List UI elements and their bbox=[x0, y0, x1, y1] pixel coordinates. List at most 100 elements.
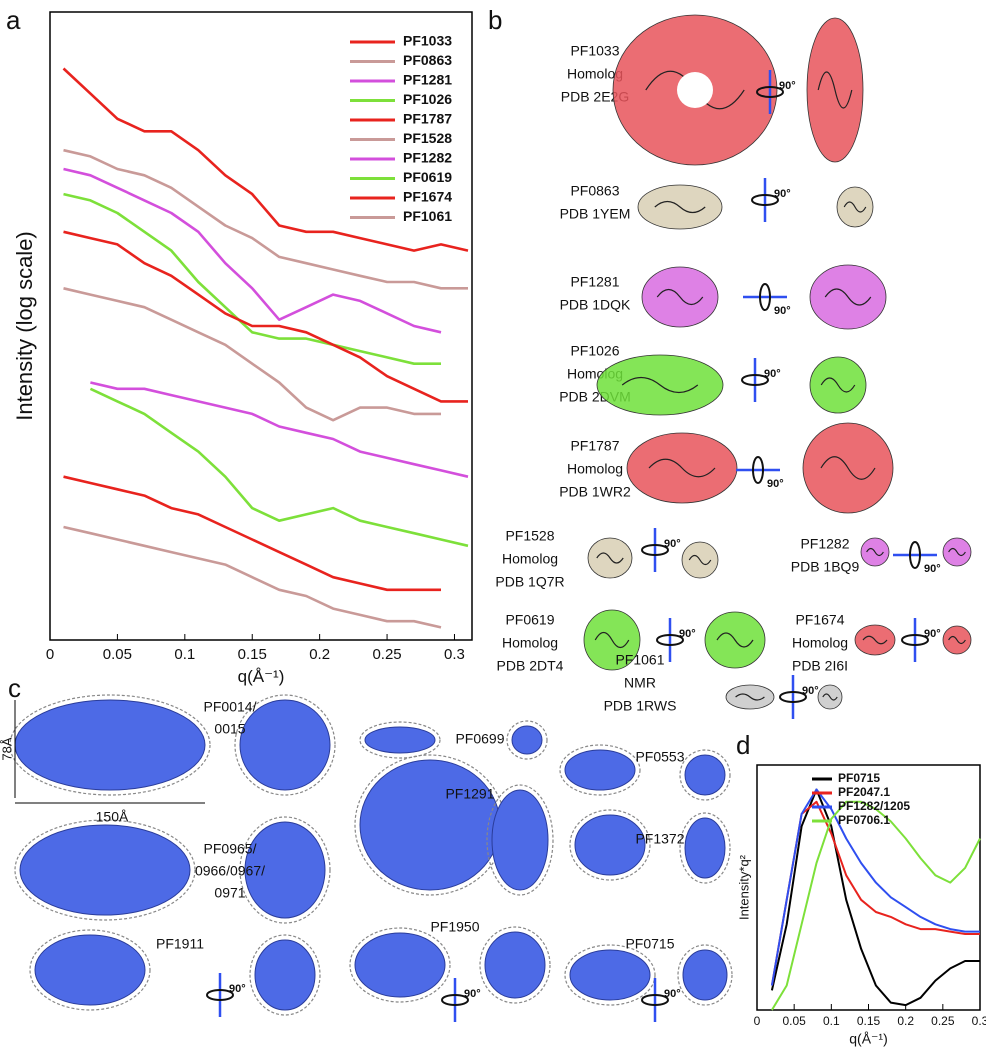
structure-ribbon bbox=[817, 71, 853, 109]
x-tick-label: 0.25 bbox=[372, 646, 401, 663]
structure-label: PDB 1RWS bbox=[604, 698, 677, 714]
structure-label: PDB 2DT4 bbox=[497, 658, 564, 674]
data-line bbox=[63, 475, 441, 592]
rotation-arrow bbox=[756, 86, 784, 98]
structure-ribbon bbox=[824, 288, 872, 306]
structure-label: Homolog bbox=[792, 635, 848, 651]
envelope-label: PF0699 bbox=[455, 731, 504, 747]
envelope-surface bbox=[359, 759, 501, 891]
envelope-mesh bbox=[506, 720, 548, 760]
data-line bbox=[771, 800, 981, 1011]
rotation-label: 90° bbox=[774, 305, 791, 317]
x-tick-label: 0.1 bbox=[174, 646, 195, 663]
data-line bbox=[63, 148, 468, 290]
structure-ribbon bbox=[735, 693, 765, 701]
legend-label: PF0706.1 bbox=[838, 813, 890, 827]
structure-label: PF1787 bbox=[570, 438, 619, 454]
data-line bbox=[63, 230, 468, 403]
x-tick-label: 0.15 bbox=[238, 646, 267, 663]
structure-ribbon bbox=[716, 632, 754, 648]
envelope-mesh bbox=[569, 809, 651, 881]
rotation-arrow bbox=[206, 989, 234, 1001]
envelope-label: PF0553 bbox=[635, 749, 684, 765]
y-axis-label: Intensity*q² bbox=[736, 854, 751, 920]
legend-label: PF0619 bbox=[403, 169, 452, 185]
envelope-surface bbox=[354, 932, 446, 998]
legend-label: PF1787 bbox=[403, 111, 452, 127]
x-tick-label: 0.25 bbox=[931, 1014, 955, 1028]
legend-label: PF1281 bbox=[403, 72, 452, 88]
envelope-mesh bbox=[677, 944, 733, 1006]
envelope-mesh bbox=[29, 929, 151, 1011]
x-axis-label: q(Å⁻¹) bbox=[238, 667, 285, 686]
legend-label: PF1282 bbox=[403, 150, 452, 166]
plot-frame bbox=[49, 11, 473, 641]
envelope-surface bbox=[34, 934, 146, 1006]
structure-ribbon bbox=[621, 376, 699, 394]
rotation-icon: 90° bbox=[736, 456, 784, 490]
envelope-surface bbox=[684, 817, 726, 879]
panel-label: c bbox=[8, 673, 21, 703]
rotation-icon: 90° bbox=[893, 541, 941, 575]
envelope-mesh bbox=[559, 744, 641, 796]
rotation-arrow bbox=[901, 634, 929, 646]
rotation-arrow bbox=[909, 541, 921, 569]
structure-ribbon bbox=[948, 547, 966, 557]
x-tick-label: 0.05 bbox=[782, 1014, 806, 1028]
structure-label: Homolog bbox=[567, 461, 623, 477]
legend-label: PF0863 bbox=[403, 52, 452, 68]
envelope-label: PF0965/ bbox=[204, 841, 257, 857]
structure-label: PDB 2E2G bbox=[561, 89, 629, 105]
structure-label: PF1026 bbox=[570, 343, 619, 359]
structure-ribbon bbox=[820, 377, 856, 393]
data-line bbox=[770, 788, 980, 1007]
envelope-surface bbox=[239, 699, 331, 791]
envelope-label: 0971 bbox=[214, 885, 245, 901]
structure-label: Homolog bbox=[502, 635, 558, 651]
structure-ribbon bbox=[822, 693, 838, 701]
data-line bbox=[62, 67, 469, 252]
x-tick-label: 0.2 bbox=[309, 646, 330, 663]
y-axis-label: Intensity (log scale) bbox=[12, 231, 37, 421]
rotation-label: 90° bbox=[779, 80, 796, 92]
structure-label: PF1033 bbox=[570, 43, 619, 59]
envelope-label: PF1950 bbox=[430, 919, 479, 935]
legend-label: PF2047.1 bbox=[838, 785, 890, 799]
envelope-label: PF1372 bbox=[635, 831, 684, 847]
x-tick-label: 0.15 bbox=[857, 1014, 881, 1028]
envelope-mesh bbox=[679, 812, 731, 884]
envelope-surface bbox=[564, 749, 636, 791]
data-line bbox=[63, 192, 441, 365]
pore bbox=[677, 72, 713, 108]
structure-label: PF1674 bbox=[795, 612, 844, 628]
x-tick-label: 0.2 bbox=[897, 1014, 914, 1028]
envelope-label: PF0014/ bbox=[204, 699, 257, 715]
structure-label: PDB 1YEM bbox=[560, 206, 631, 222]
panel-label: a bbox=[6, 5, 21, 35]
rotation-icon: 90° bbox=[641, 978, 681, 1022]
envelope-surface bbox=[14, 699, 206, 791]
envelope-surface bbox=[491, 789, 549, 891]
envelope-surface bbox=[684, 754, 726, 796]
rotation-label: 90° bbox=[664, 538, 681, 550]
structure-label: PF1282 bbox=[800, 536, 849, 552]
rotation-label: 90° bbox=[464, 988, 481, 1000]
structure-ribbon bbox=[656, 288, 704, 306]
x-axis-label: q(Å⁻¹) bbox=[849, 1031, 888, 1047]
rotation-arrow bbox=[759, 283, 771, 311]
envelope-mesh bbox=[239, 816, 331, 924]
structure-ribbon bbox=[866, 547, 884, 557]
panel-label: b bbox=[488, 5, 502, 35]
scale-label: 150Å bbox=[96, 809, 129, 825]
legend-label: PF1026 bbox=[403, 91, 452, 107]
structure-label: PF0863 bbox=[570, 183, 619, 199]
structure-label: PDB 1Q7R bbox=[495, 574, 564, 590]
x-tick-label: 0.1 bbox=[823, 1014, 840, 1028]
structure-ribbon bbox=[596, 552, 624, 564]
rotation-label: 90° bbox=[664, 988, 681, 1000]
rotation-label: 90° bbox=[767, 478, 784, 490]
envelope-mesh bbox=[564, 944, 656, 1006]
rotation-label: 90° bbox=[802, 685, 819, 697]
data-line bbox=[63, 167, 442, 334]
